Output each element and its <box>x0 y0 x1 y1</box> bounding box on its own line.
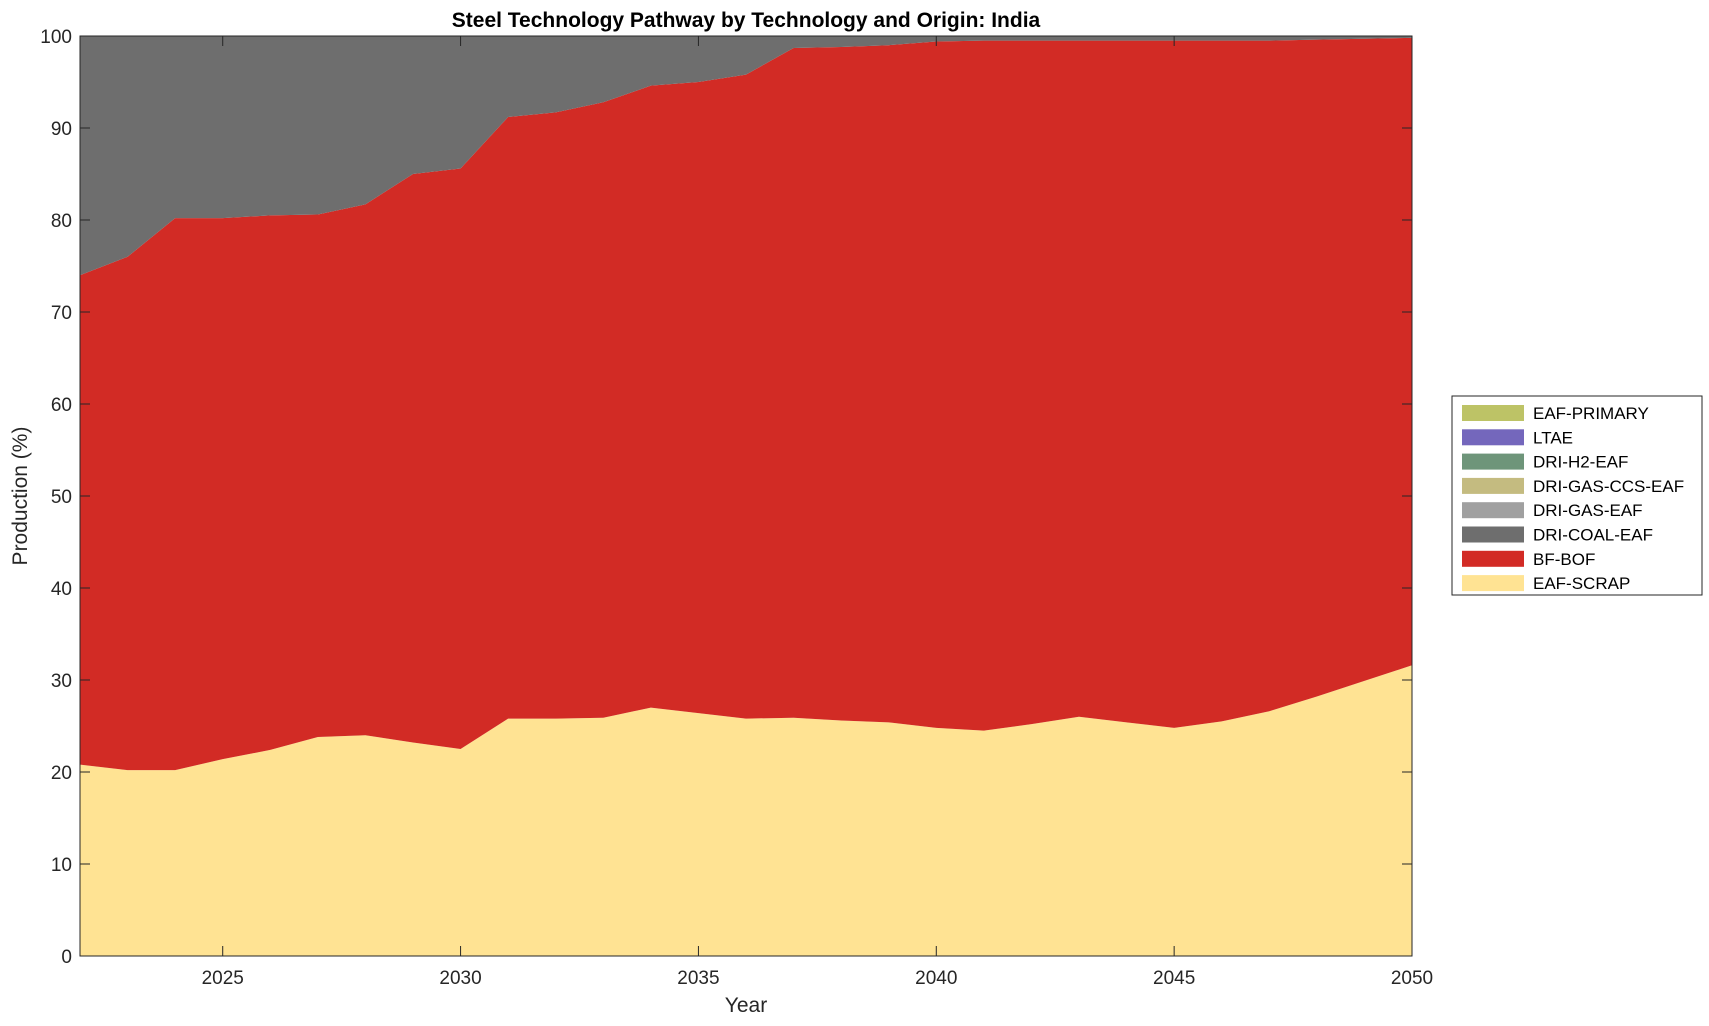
y-tick-label: 90 <box>51 119 72 140</box>
area-eaf-scrap <box>80 665 1412 956</box>
y-tick-label: 40 <box>51 579 72 600</box>
y-tick-label: 80 <box>51 211 72 232</box>
legend-swatch-bf-bof <box>1462 550 1524 567</box>
legend-swatch-dri-gas-ccs-eaf <box>1462 477 1524 494</box>
y-tick-label: 60 <box>51 395 72 416</box>
legend-label-dri-gas-ccs-eaf: DRI-GAS-CCS-EAF <box>1533 477 1684 496</box>
chart-title: Steel Technology Pathway by Technology a… <box>452 9 1041 32</box>
x-tick-label: 2050 <box>1391 968 1433 989</box>
x-tick-label: 2035 <box>677 968 719 989</box>
areas-layer <box>80 36 1412 956</box>
x-tick-label: 2025 <box>202 968 244 989</box>
legend-swatch-dri-h2-eaf <box>1462 453 1524 470</box>
x-tick-label: 2045 <box>1153 968 1195 989</box>
area-dri-coal-eaf <box>80 36 1412 276</box>
area-bf-bof <box>80 37 1412 771</box>
y-tick-label: 70 <box>51 303 72 324</box>
legend: EAF-PRIMARY LTAE DRI-H2-EAF DRI-GAS-CCS-EAF… <box>1451 395 1703 596</box>
y-tick-label: 20 <box>51 763 72 784</box>
x-tick-label: 2030 <box>439 968 481 989</box>
legend-swatch-dri-gas-eaf <box>1462 502 1524 519</box>
legend-label-eaf-primary: EAF-PRIMARY <box>1533 404 1649 423</box>
y-tick-label: 0 <box>61 947 72 968</box>
y-tick-label: 30 <box>51 671 72 692</box>
legend-swatch-eaf-primary <box>1462 405 1524 421</box>
y-tick-label: 10 <box>51 855 72 876</box>
legend-swatch-eaf-scrap <box>1462 575 1524 592</box>
legend-label-dri-h2-eaf: DRI-H2-EAF <box>1533 453 1628 472</box>
legend-swatch-ltae <box>1462 429 1524 446</box>
legend-label-eaf-scrap: EAF-SCRAP <box>1533 574 1630 593</box>
y-tick-label: 100 <box>40 27 72 48</box>
y-tick-label: 50 <box>51 487 72 508</box>
x-tick-label: 2040 <box>915 968 957 989</box>
y-axis-label: Production (%) <box>9 427 32 566</box>
legend-items: EAF-PRIMARY LTAE DRI-H2-EAF DRI-GAS-CCS-EAF… <box>1462 404 1684 593</box>
legend-label-dri-gas-eaf: DRI-GAS-EAF <box>1533 501 1643 520</box>
legend-swatch-dri-coal-eaf <box>1462 526 1524 543</box>
plot-frame <box>79 35 1413 957</box>
legend-label-ltae: LTAE <box>1533 428 1573 447</box>
legend-label-dri-coal-eaf: DRI-COAL-EAF <box>1533 526 1653 545</box>
x-axis-label: Year <box>725 994 767 1017</box>
legend-label-bf-bof: BF-BOF <box>1533 550 1595 569</box>
